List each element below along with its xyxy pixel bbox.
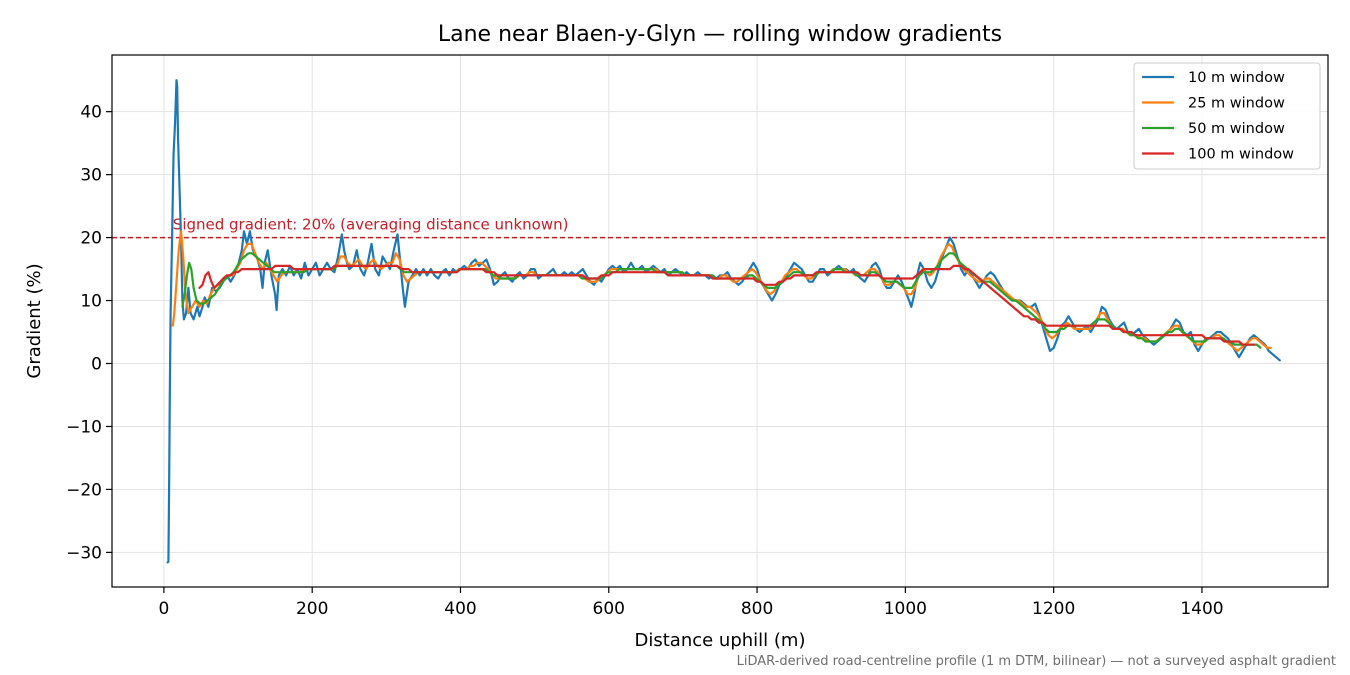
y-tick-label: −30 (66, 543, 102, 563)
x-tick-label: 800 (741, 599, 773, 619)
series-line-100m-window (198, 264, 1255, 346)
chart-title: Lane near Blaen-y-Glyn — rolling window … (438, 22, 1002, 47)
x-tick-label: 1200 (1032, 599, 1075, 619)
x-tick-label: 400 (444, 599, 476, 619)
reference-line-group: Signed gradient: 20% (averaging distance… (112, 216, 1328, 239)
legend-box (1133, 62, 1321, 170)
y-tick-label: 10 (80, 292, 102, 312)
y-tick-label: 20 (80, 229, 102, 249)
y-tick-label: 0 (91, 354, 102, 374)
legend-entry-label: 25 m window (1188, 96, 1285, 112)
plot-area-frame (111, 54, 1329, 588)
y-tick-label: −10 (66, 417, 102, 437)
x-tick-label: 0 (158, 599, 169, 619)
legend-entry-label: 100 m window (1188, 147, 1294, 163)
reference-line-label: Signed gradient: 20% (averaging distance… (173, 216, 569, 234)
legend-entry-label: 50 m window (1188, 121, 1285, 137)
y-tick-label: −20 (66, 480, 102, 500)
axis-ticks: 0 200 400 600 800 1000 1200 1400 −30 −20 −10 0 10 20 3… (66, 103, 1223, 619)
y-axis-label: Gradient (%) (24, 263, 45, 378)
y-tick-label: 30 (80, 166, 102, 186)
plot-series (166, 79, 1281, 564)
x-tick-label: 1000 (884, 599, 927, 619)
x-tick-label: 600 (593, 599, 625, 619)
x-axis-label: Distance uphill (m) (635, 630, 806, 651)
legend: 10 m window 25 m window 50 m window 100 m w… (1133, 62, 1321, 170)
y-tick-label: 40 (80, 103, 102, 123)
legend-entry-label: 10 m window (1188, 70, 1285, 86)
x-tick-label: 200 (296, 599, 328, 619)
footnote: LiDAR-derived road-centreline profile (1… (737, 654, 1336, 669)
x-tick-label: 1400 (1180, 599, 1223, 619)
